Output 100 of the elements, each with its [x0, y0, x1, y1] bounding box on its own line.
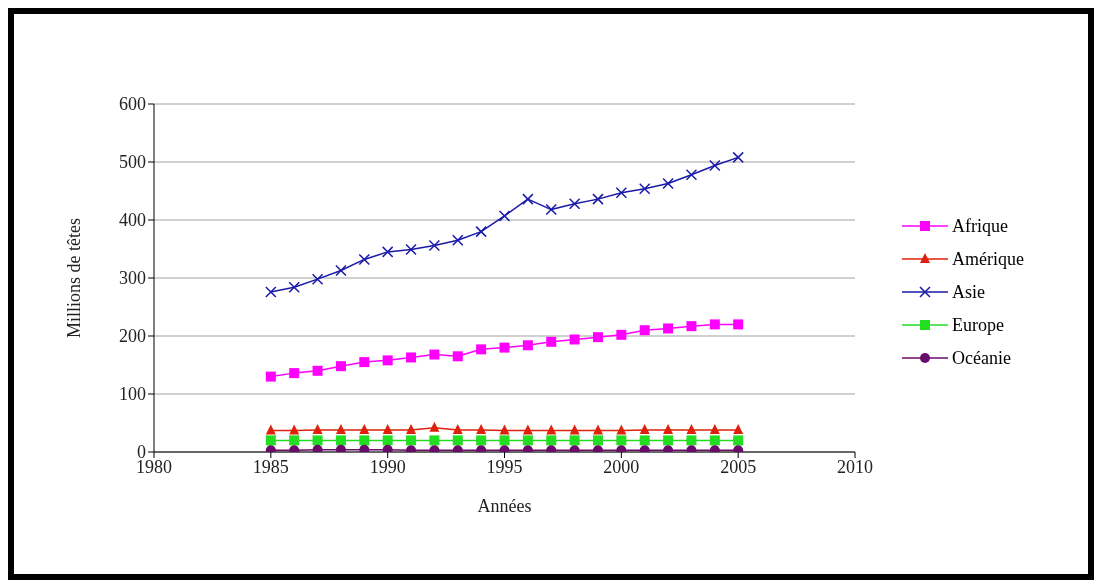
point — [638, 182, 651, 195]
point — [569, 424, 580, 435]
point — [709, 423, 720, 434]
point — [265, 424, 276, 435]
point — [592, 332, 603, 343]
point — [429, 435, 440, 446]
x-axis-title: Années — [477, 496, 532, 516]
point — [335, 444, 346, 452]
point — [335, 361, 346, 372]
point — [663, 435, 674, 446]
point — [663, 423, 674, 434]
y-tick-label: 500 — [119, 152, 146, 173]
point — [312, 435, 323, 446]
y-axis-title: Millions de têtes — [64, 218, 85, 338]
point — [709, 159, 721, 172]
point — [499, 435, 510, 446]
x-tick-label: 1985 — [252, 456, 289, 477]
point — [522, 435, 533, 446]
point — [616, 329, 627, 340]
point — [522, 424, 533, 435]
point — [452, 234, 464, 247]
point — [639, 325, 650, 336]
point — [568, 198, 581, 210]
legend-label: Asie — [952, 281, 986, 303]
point — [616, 435, 627, 446]
point — [476, 423, 487, 434]
point — [733, 319, 744, 330]
point — [592, 424, 603, 435]
x-tick-label: 1990 — [369, 456, 406, 477]
point — [639, 423, 650, 434]
point — [452, 423, 463, 434]
legend-label: Océanie — [952, 347, 1011, 369]
y-tick-label: 400 — [119, 210, 146, 231]
point — [312, 423, 323, 434]
x-tick-label: 2005 — [720, 456, 757, 477]
point — [662, 177, 674, 190]
x-tick-label: 2000 — [603, 456, 640, 477]
point — [358, 253, 371, 266]
y-tick-label: 300 — [119, 268, 146, 289]
legend-label: Amérique — [952, 248, 1024, 270]
point — [289, 435, 300, 446]
point — [685, 169, 698, 181]
point — [265, 286, 277, 298]
y-tick-label: 100 — [119, 384, 146, 405]
point — [545, 203, 557, 216]
point — [639, 435, 650, 446]
point — [429, 349, 440, 360]
point — [288, 281, 300, 294]
point — [428, 239, 441, 252]
point — [289, 424, 300, 435]
point — [686, 435, 697, 446]
point — [452, 435, 463, 446]
point — [498, 210, 511, 222]
point — [522, 193, 534, 205]
point — [499, 342, 510, 353]
point — [335, 435, 346, 446]
point — [382, 355, 393, 366]
point — [686, 423, 697, 434]
point — [709, 435, 720, 446]
legend-label: Afrique — [952, 215, 1008, 237]
point — [312, 444, 323, 452]
point — [615, 186, 628, 199]
point — [429, 421, 440, 432]
point — [359, 357, 370, 368]
point — [405, 243, 417, 256]
point — [663, 323, 674, 334]
point — [733, 423, 744, 434]
point — [546, 435, 557, 446]
point — [335, 423, 346, 434]
point — [265, 371, 276, 382]
point — [406, 352, 417, 363]
point — [476, 435, 487, 446]
point — [359, 423, 370, 434]
point — [359, 435, 370, 446]
point — [382, 444, 393, 452]
point — [452, 351, 463, 362]
x-tick-label: 1995 — [486, 456, 523, 477]
point — [709, 319, 720, 330]
point — [359, 444, 370, 452]
x-tick-label: 2010 — [837, 456, 874, 477]
point — [546, 336, 557, 347]
point — [476, 344, 487, 355]
point — [312, 365, 323, 376]
point — [546, 424, 557, 435]
point — [311, 273, 324, 285]
point — [569, 334, 580, 345]
point — [592, 435, 603, 446]
point — [616, 424, 627, 435]
point — [289, 368, 300, 379]
point — [265, 435, 276, 446]
point — [732, 151, 744, 164]
y-tick-label: 600 — [119, 94, 146, 115]
point — [475, 225, 487, 238]
point — [381, 246, 394, 258]
point — [406, 435, 417, 446]
point — [499, 424, 510, 435]
point — [522, 340, 533, 351]
point — [592, 193, 604, 205]
point — [382, 423, 393, 434]
point — [335, 264, 347, 277]
